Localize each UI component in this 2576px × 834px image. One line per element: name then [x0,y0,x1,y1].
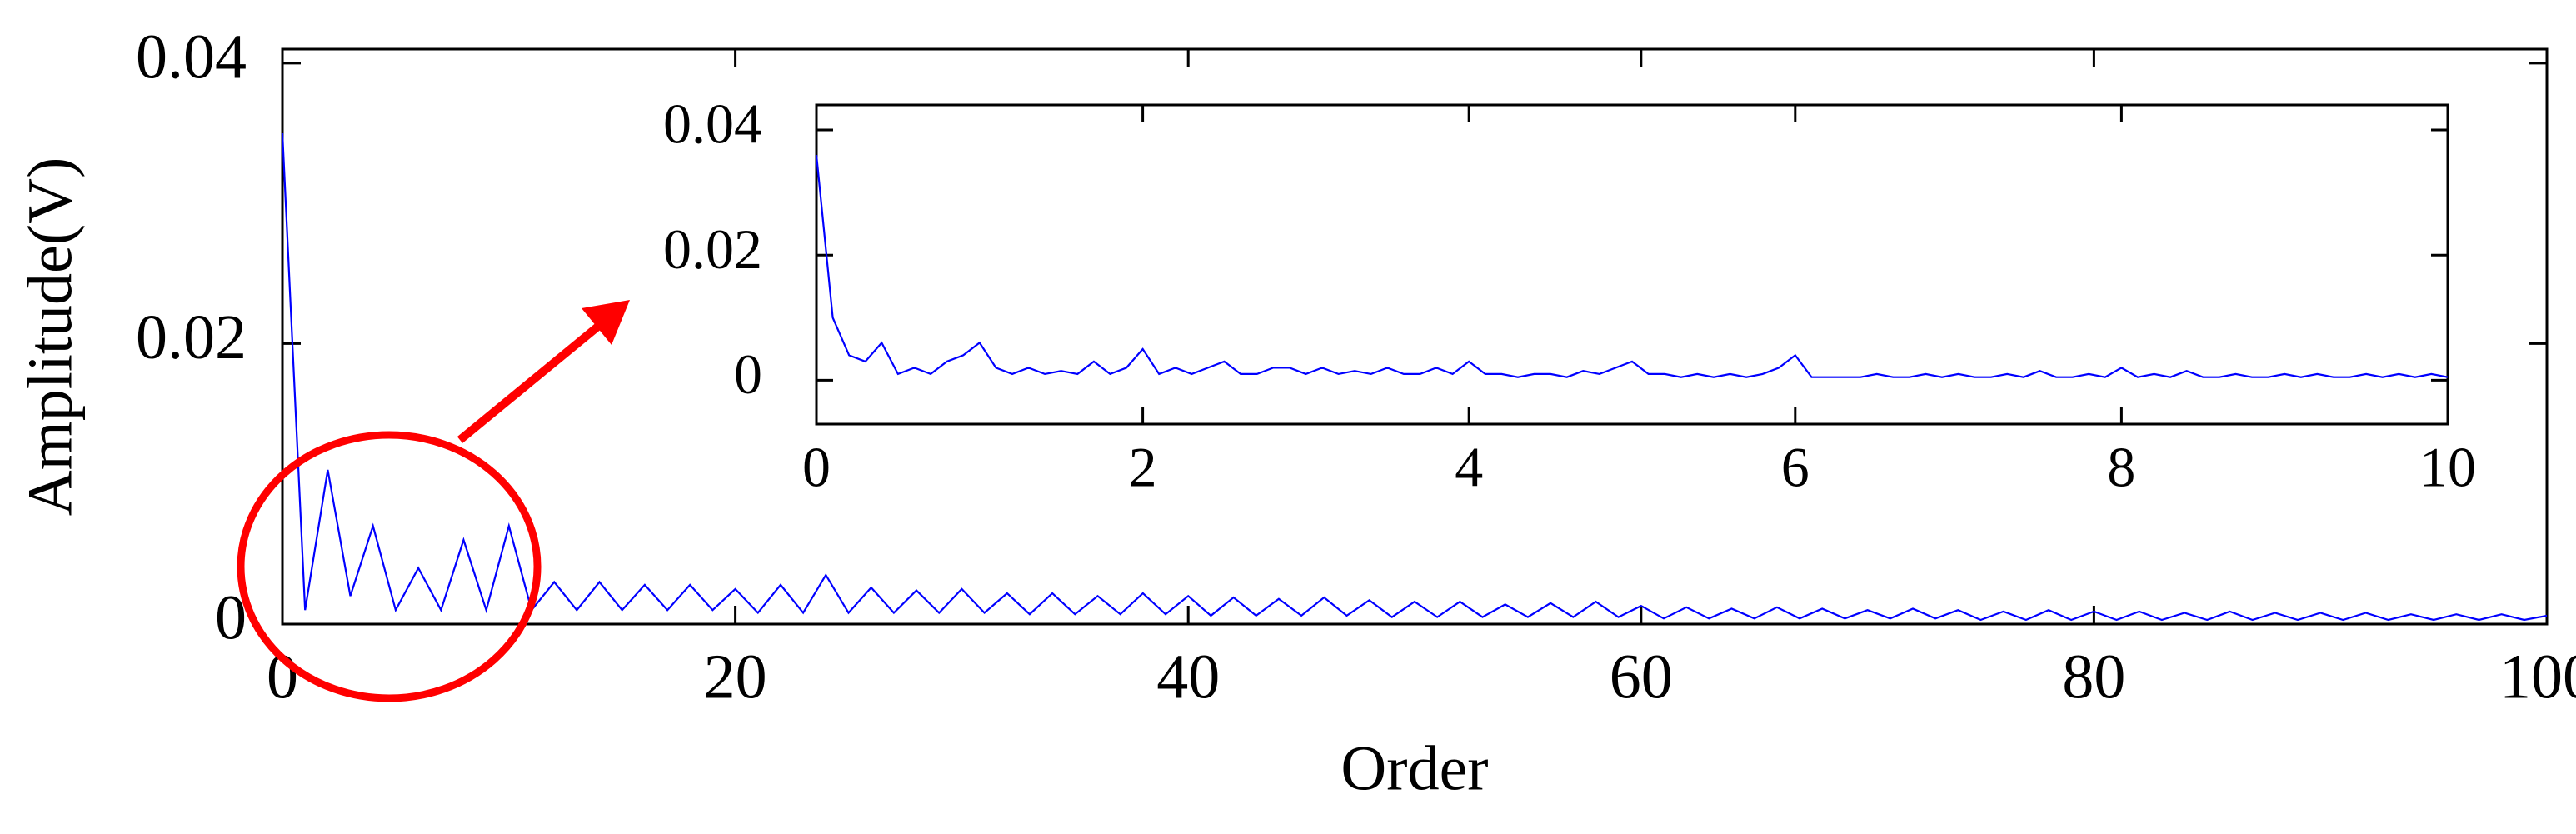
y-tick-label: 0.02 [136,302,247,372]
y-tick-label: 0.04 [136,22,247,92]
arrow-head [582,300,630,345]
y-tick-label: 0 [734,342,762,406]
data-line [281,132,2548,622]
x-axis-label: Order [1340,733,1488,803]
arrow-shaft [457,322,603,443]
plot-frame [815,103,2449,426]
x-tick-label: 0 [267,642,298,712]
y-tick-label: 0.02 [663,217,762,281]
x-tick-label: 20 [704,642,767,712]
plots: 0 0.02 0.04 0 20 40 60 80 100 Order Amplitude(V) 0 0… [15,22,2576,803]
x-tick-label: 60 [1610,642,1673,712]
x-tick-label: 40 [1156,642,1220,712]
x-tick-label: 4 [1455,436,1483,499]
highlight-ellipse [237,431,542,702]
x-tick-label: 2 [1129,436,1157,499]
x-tick-label: 10 [2419,436,2476,499]
x-tick-label: 6 [1781,436,1810,499]
y-tick-label: 0.04 [663,92,762,156]
x-tick-label: 100 [2499,642,2576,712]
y-axis-label: Amplitude(V) [15,157,85,517]
x-tick-label: 80 [2062,642,2125,712]
x-tick-label: 8 [2107,436,2135,499]
data-line [815,154,2449,378]
annotation [237,300,630,702]
x-tick-label: 0 [802,436,831,499]
